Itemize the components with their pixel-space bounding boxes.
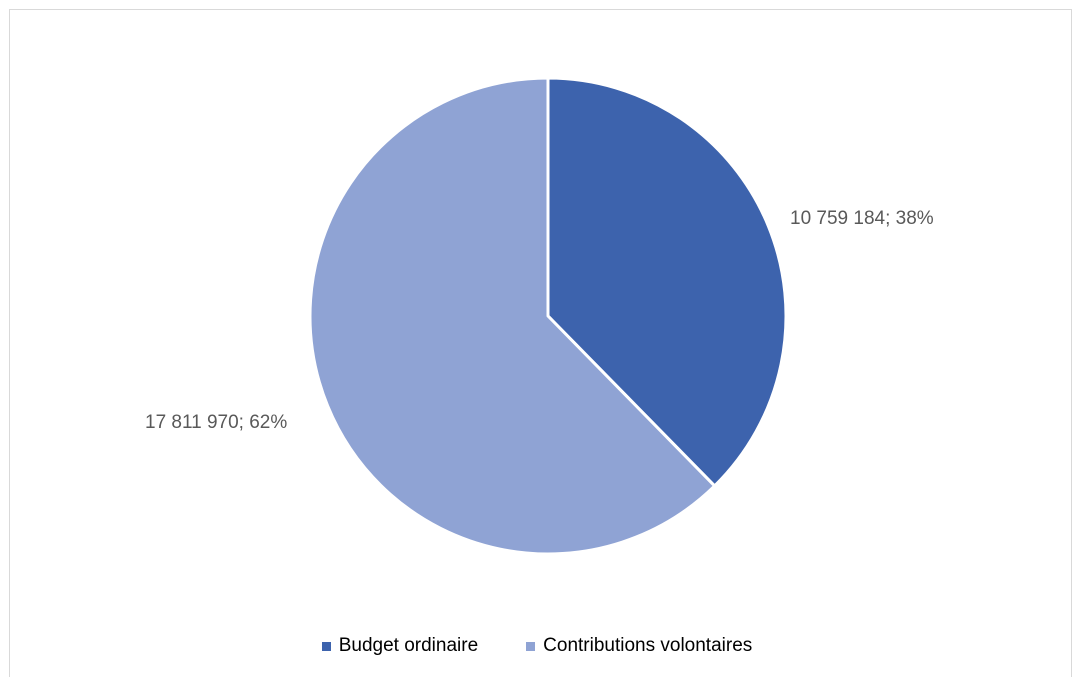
legend-swatch-contributions-volontaires	[526, 641, 536, 651]
legend-label-budget-ordinaire: Budget ordinaire	[338, 635, 479, 656]
legend-swatch-budget-ordinaire	[321, 641, 331, 651]
pie-slices	[308, 76, 788, 556]
data-label-contributions-volontaires: 17 811 970; 62%	[145, 412, 287, 433]
legend-item-contributions-volontaires: Contributions volontaires	[526, 635, 752, 657]
legend: Budget ordinaire Contributions volontair…	[0, 633, 1074, 659]
data-label-budget-ordinaire: 10 759 184; 38%	[790, 208, 934, 229]
pie-slice-contributions-volontaires	[308, 76, 717, 556]
pie-slice-budget-ordinaire	[546, 76, 788, 488]
legend-item-budget-ordinaire: Budget ordinaire	[321, 635, 479, 657]
legend-label-contributions-volontaires: Contributions volontaires	[543, 635, 753, 656]
